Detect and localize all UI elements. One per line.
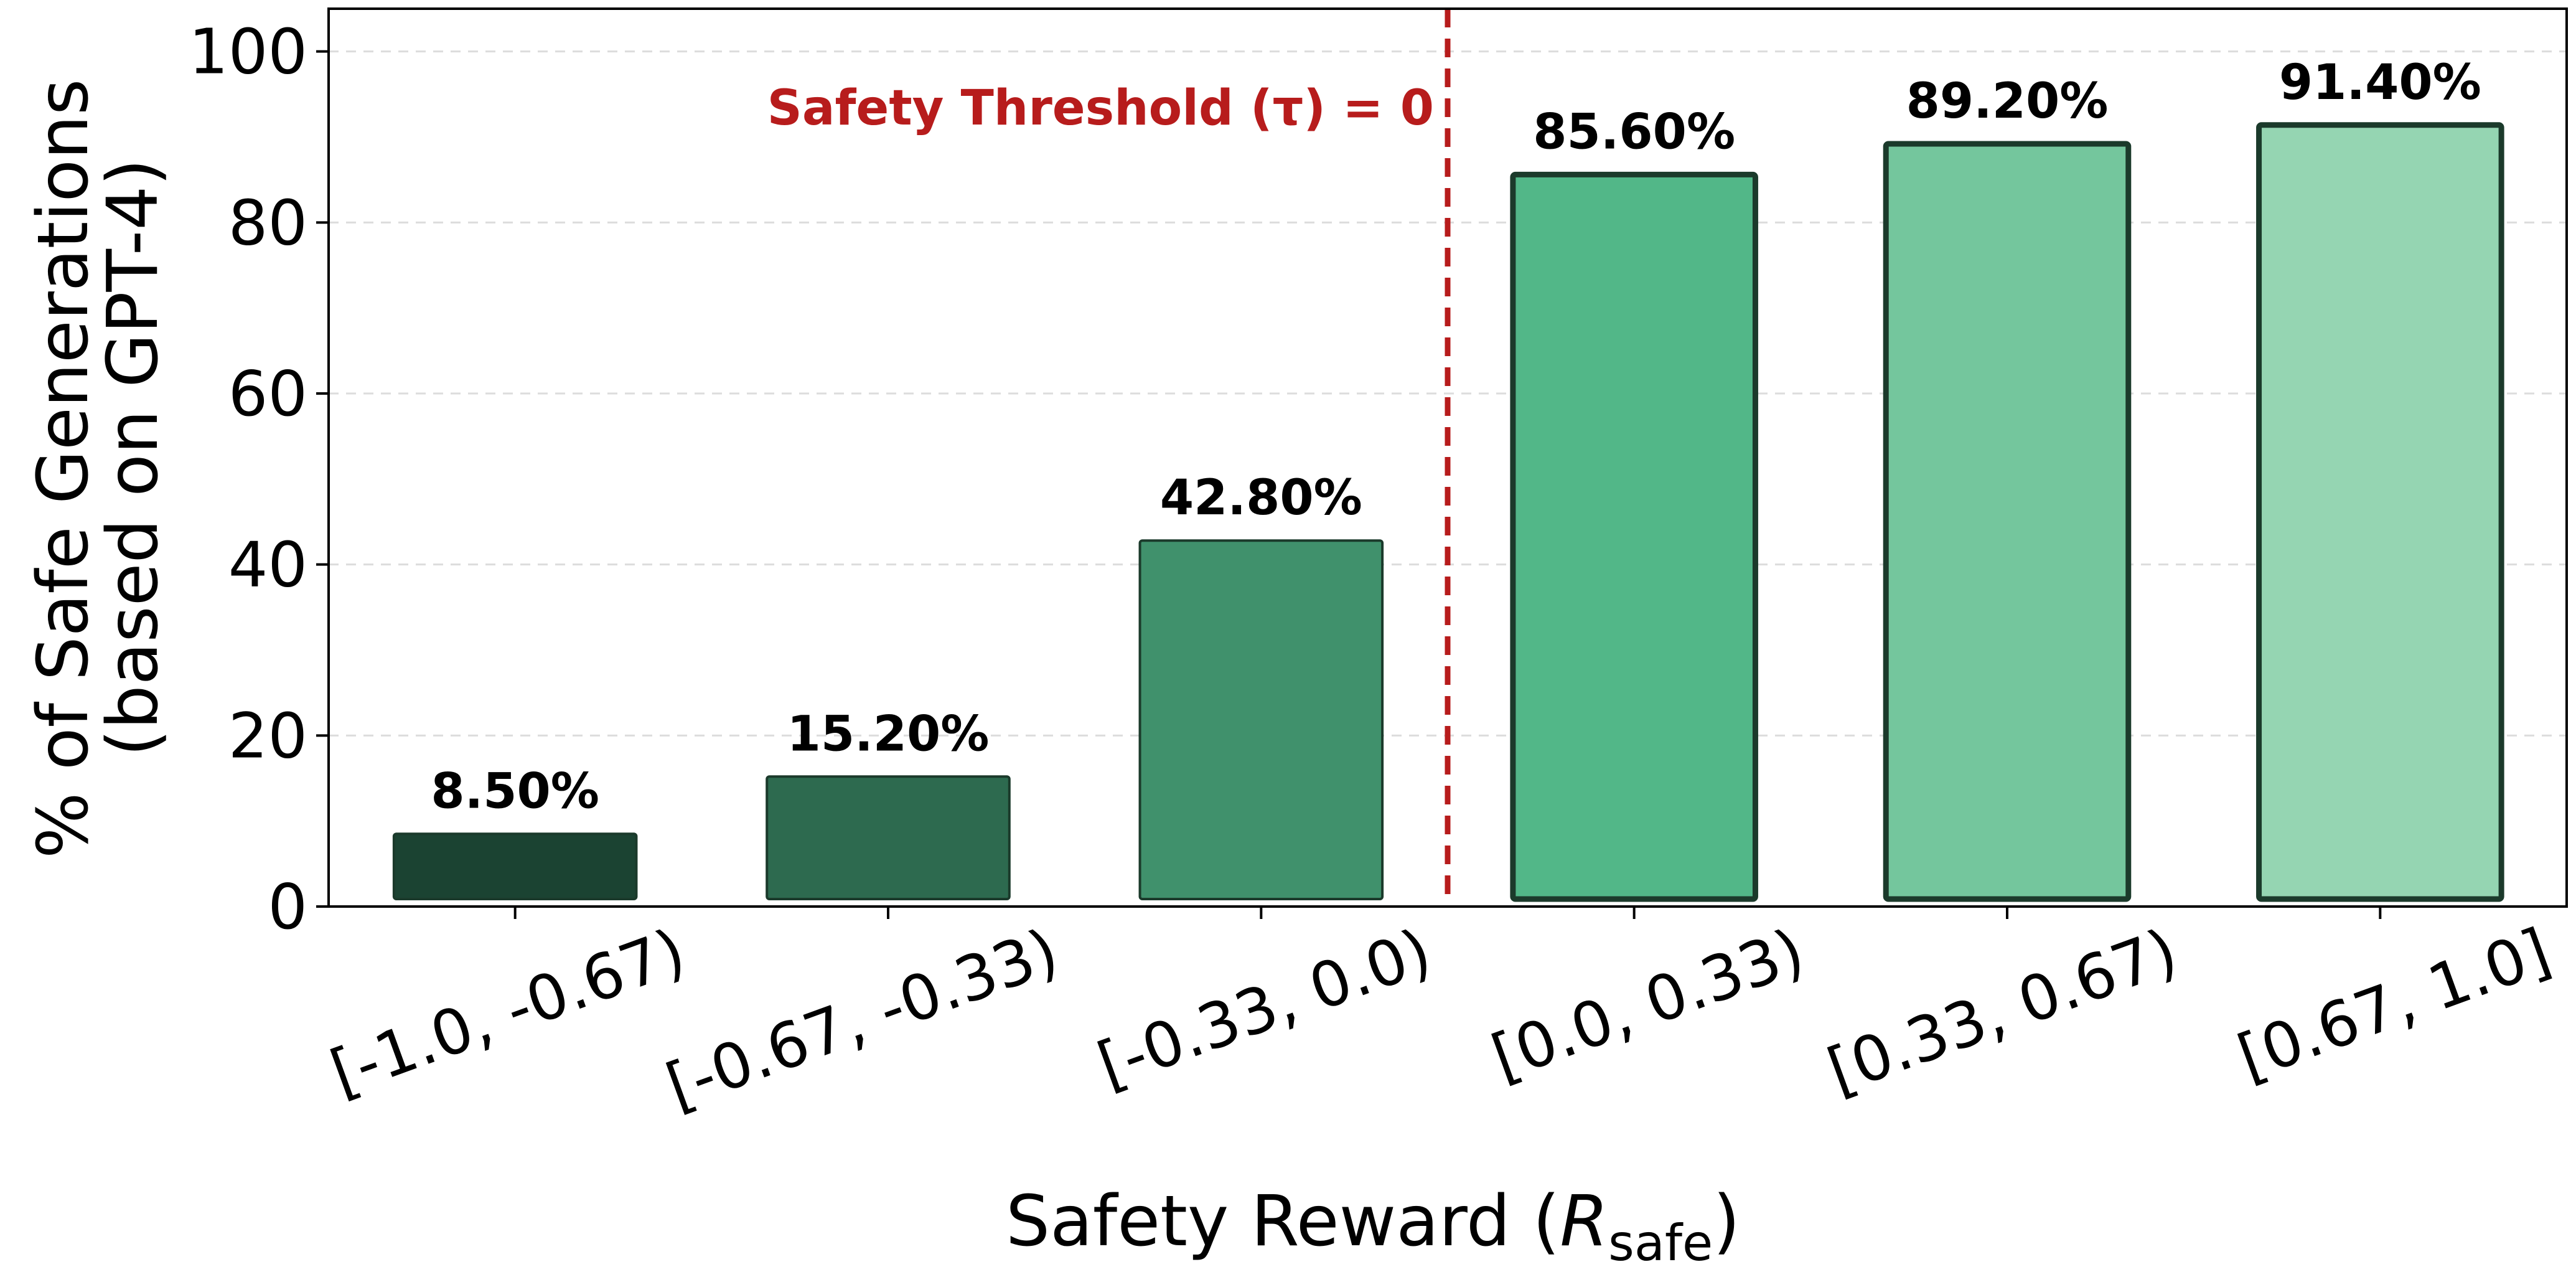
x-tick-label-4: [0.33, 0.67) bbox=[1819, 915, 2187, 1108]
y-axis: 0 20 40 60 80 100 bbox=[189, 16, 329, 943]
x-tick-label-2: [-0.33, 0.0) bbox=[1089, 915, 1441, 1102]
x-axis-title: Safety Reward (Rsafe) bbox=[1006, 1181, 1740, 1272]
data-label-2: 42.80% bbox=[1160, 470, 1362, 526]
x-axis-title-prefix: Safety Reward ( bbox=[1006, 1181, 1560, 1262]
data-label-5: 91.40% bbox=[2279, 55, 2481, 111]
threshold-label: Safety Threshold (τ) = 0 bbox=[767, 80, 1434, 136]
y-tick-label-0: 0 bbox=[268, 870, 307, 943]
y-tick-label-4: 80 bbox=[228, 186, 307, 259]
data-label-4: 89.20% bbox=[1906, 73, 2109, 130]
grid-lines bbox=[329, 50, 2567, 737]
x-tick-label-5: [0.67, 1.0] bbox=[2229, 915, 2560, 1095]
y-axis-title-line1: % of Safe Generations bbox=[23, 79, 104, 859]
bars bbox=[392, 122, 2504, 902]
y-tick-label-1: 20 bbox=[228, 699, 307, 772]
x-axis-title-symbol: R bbox=[1560, 1181, 1608, 1262]
x-axis-title-subscript: safe bbox=[1608, 1214, 1713, 1272]
bar-2 bbox=[1138, 539, 1384, 900]
x-tick-label-0: [-1.0, -0.67) bbox=[321, 915, 695, 1110]
x-axis-title-suffix: ) bbox=[1713, 1181, 1740, 1262]
bar-1 bbox=[766, 775, 1011, 900]
data-label-1: 15.20% bbox=[787, 706, 990, 762]
y-tick-label-5: 100 bbox=[189, 16, 307, 88]
x-tick-label-1: [-0.67, -0.33) bbox=[657, 915, 1067, 1123]
plot-frame bbox=[327, 7, 2568, 908]
y-tick-label-2: 40 bbox=[228, 529, 307, 601]
y-tick-label-3: 60 bbox=[228, 357, 307, 430]
data-label-0: 8.50% bbox=[431, 763, 599, 819]
threshold: Safety Threshold (τ) = 0 bbox=[767, 9, 1451, 907]
bar-3 bbox=[1510, 171, 1758, 902]
data-labels: 8.50% 15.20% 42.80% 85.60% 89.20% 91.40% bbox=[431, 55, 2481, 819]
bar-4 bbox=[1883, 141, 2132, 902]
bar-5 bbox=[2256, 122, 2504, 902]
bar-0 bbox=[392, 832, 638, 901]
y-axis-title-line2: (based on GPT-4) bbox=[93, 159, 174, 756]
data-label-3: 85.60% bbox=[1533, 104, 1735, 160]
x-tick-label-3: [0.0, 0.33) bbox=[1482, 915, 1814, 1095]
y-axis-title: % of Safe Generations (based on GPT-4) bbox=[23, 57, 174, 859]
x-axis: [-1.0, -0.67)[-0.67, -0.33) [-0.33, 0.0)[… bbox=[321, 907, 2560, 1123]
